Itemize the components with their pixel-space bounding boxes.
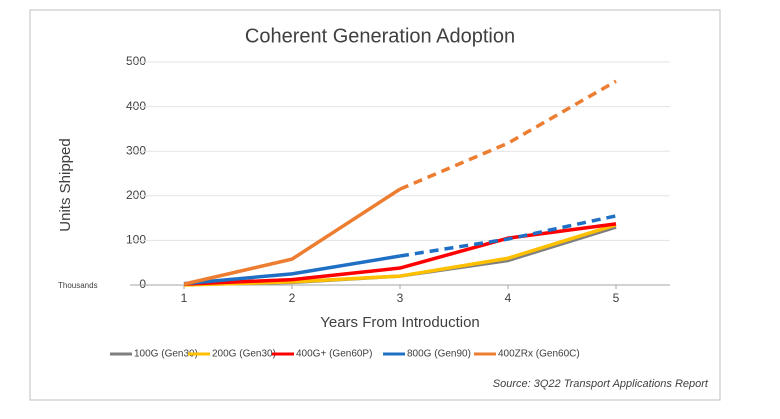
y-tick-label: 0 — [139, 277, 146, 291]
x-tick-label: 2 — [289, 291, 296, 305]
x-tick-label: 1 — [181, 291, 188, 305]
legend-label: 400G+ (Gen60P) — [296, 349, 372, 360]
legend-label: 800G (Gen90) — [407, 349, 471, 360]
y-tick-label: 100 — [126, 233, 146, 247]
y-tick-label: 200 — [126, 188, 146, 202]
forecast-line — [399, 214, 617, 258]
legend-label: 100G (Gen30) — [134, 349, 198, 360]
series-line — [183, 223, 617, 287]
unit-note: Thousands — [58, 281, 98, 290]
x-tick-label: 4 — [505, 291, 512, 305]
forecast-line — [399, 79, 617, 191]
y-axis-label: Units Shipped — [57, 138, 74, 231]
y-tick-label: 300 — [126, 143, 146, 157]
chart-title: Coherent Generation Adoption — [245, 25, 515, 47]
series-line — [183, 222, 617, 286]
source-note: Source: 3Q22 Transport Applications Repo… — [493, 378, 709, 390]
series-line — [183, 187, 401, 286]
y-tick-label: 400 — [126, 99, 146, 113]
legend-label: 200G (Gen30) — [212, 349, 276, 360]
y-tick-label: 500 — [126, 54, 146, 68]
x-tick-label: 3 — [397, 291, 404, 305]
x-axis-label: Years From Introduction — [320, 314, 480, 331]
series-line — [183, 254, 401, 286]
legend-label: 400ZRx (Gen60C) — [498, 349, 580, 360]
x-tick-label: 5 — [613, 291, 620, 305]
